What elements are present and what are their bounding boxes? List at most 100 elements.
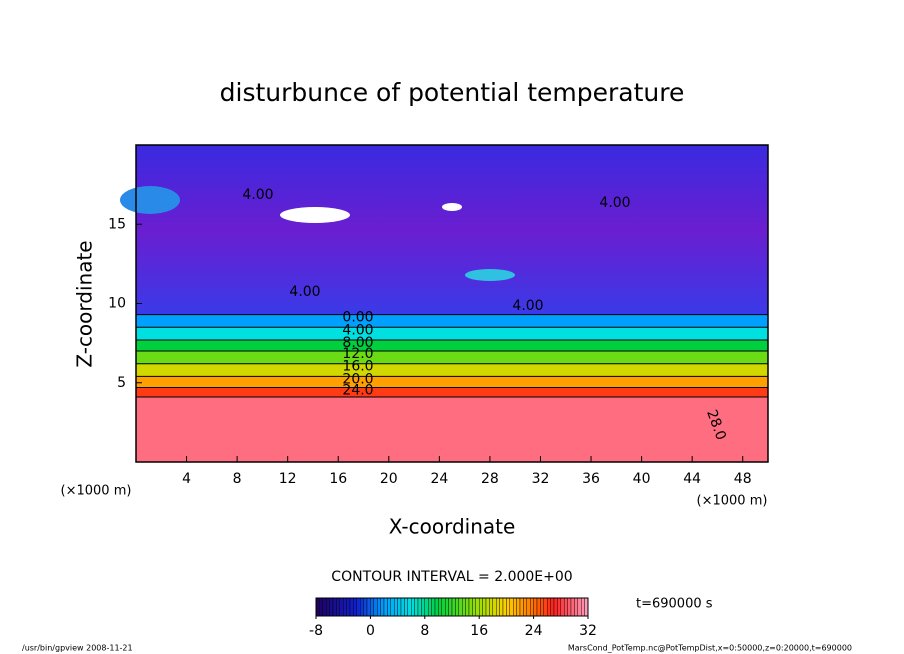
colorbar-cell — [540, 597, 545, 617]
contour-label: 12.0 — [342, 346, 373, 362]
colorbar-cell — [475, 597, 480, 617]
colorbar-cell — [370, 597, 374, 617]
colorbar-cell — [380, 597, 385, 617]
x-unit: (×1000 m) — [697, 494, 768, 509]
colorbar-cell — [349, 597, 354, 617]
colorbar-cell — [343, 597, 347, 617]
colorbar-cell — [421, 597, 425, 617]
colorbar-cell — [441, 597, 446, 617]
contour-label: 8.00 — [342, 335, 373, 351]
x-tick-label: 40 — [633, 471, 651, 487]
colorbar-cell — [404, 597, 408, 617]
contour-label: 16.0 — [342, 359, 373, 375]
contour-label: 4.00 — [599, 195, 630, 211]
colorbar-cell — [339, 597, 344, 617]
colorbar-cell — [550, 597, 555, 617]
footer-left: /usr/bin/gpview 2008-11-21 — [22, 644, 133, 653]
colorbar-cell — [567, 597, 572, 617]
colorbar-cell — [353, 597, 357, 617]
colorbar-cell — [332, 597, 337, 617]
colorbar-cell — [455, 597, 459, 617]
colorbar-cell — [363, 597, 368, 617]
footer-right: MarsCond_PotTemp.nc@PotTempDist,x=0:5000… — [568, 644, 852, 653]
contour-band — [136, 351, 768, 364]
colorbar-cell — [346, 597, 351, 617]
field-blob — [442, 203, 462, 211]
contour-band — [136, 339, 768, 352]
colorbar-cell — [451, 597, 456, 617]
colorbar-cell — [383, 597, 388, 617]
colorbar-cell — [468, 597, 473, 617]
colorbar-tick-label: 0 — [366, 623, 375, 639]
colorbar-cell — [499, 597, 504, 617]
colorbar-cell — [356, 597, 361, 617]
colorbar-cell — [502, 597, 507, 617]
x-tick-label: 48 — [734, 471, 752, 487]
contour-band — [136, 363, 768, 377]
colorbar-cell — [390, 597, 395, 617]
contour-band — [136, 376, 768, 388]
colorbar-cell — [472, 597, 476, 617]
colorbar-cell — [581, 597, 585, 617]
colorbar-cell — [523, 597, 528, 617]
colorbar-cell — [407, 597, 412, 617]
y-unit: (×1000 m) — [61, 484, 132, 499]
y-tick-label: 10 — [108, 296, 126, 312]
colorbar-cell — [536, 597, 541, 617]
contour-label: 4.00 — [242, 187, 273, 203]
contour-label: 4.00 — [342, 322, 373, 338]
colorbar-cell — [445, 597, 449, 617]
x-tick-label: 32 — [532, 471, 550, 487]
colorbar-cell — [377, 597, 381, 617]
colorbar-cell — [564, 597, 568, 617]
colorbar-cell — [373, 597, 378, 617]
colorbar-cell — [448, 597, 453, 617]
colorbar-cell — [485, 597, 490, 617]
colorbar-cell — [489, 597, 493, 617]
colorbar-cell — [424, 597, 429, 617]
contour-band — [136, 314, 768, 328]
x-tick-label: 24 — [430, 471, 448, 487]
colorbar-cell — [543, 597, 548, 617]
colorbar-cell — [553, 597, 558, 617]
x-tick-label: 12 — [279, 471, 297, 487]
x-tick-label: 28 — [481, 471, 499, 487]
colorbar-cell — [496, 597, 500, 617]
colorbar-tick-label: 24 — [525, 623, 543, 639]
colorbar-cell — [530, 597, 534, 617]
colorbar-cell — [506, 597, 510, 617]
colorbar-cell — [411, 597, 415, 617]
colorbar-cell — [329, 597, 334, 617]
colorbar-cell — [400, 597, 405, 617]
x-tick-label: 16 — [329, 471, 347, 487]
colorbar-cell — [315, 597, 320, 617]
contour-label: 4.00 — [512, 298, 543, 314]
colorbar-cell — [509, 597, 514, 617]
colorbar-cell — [319, 597, 323, 617]
colorbar-cell — [516, 597, 521, 617]
colorbar-cell — [574, 597, 579, 617]
y-axis-label: Z-coordinate — [73, 240, 97, 367]
colorbar-tick-label: 8 — [420, 623, 429, 639]
colorbar-tick-label: 32 — [579, 623, 597, 639]
colorbar-cell — [560, 597, 565, 617]
contour-band — [136, 327, 768, 340]
colorbar-cell — [570, 597, 575, 617]
colorbar-cell — [479, 597, 483, 617]
field-blob — [465, 269, 515, 281]
x-tick-label: 20 — [380, 471, 398, 487]
x-tick-label: 4 — [182, 471, 191, 487]
colorbar-cell — [465, 597, 470, 617]
colorbar-cell — [326, 597, 330, 617]
colorbar-cell — [482, 597, 487, 617]
colorbar-cell — [519, 597, 524, 617]
colorbar-cell — [360, 597, 364, 617]
x-tick-label: 44 — [683, 471, 701, 487]
x-axis-label: X-coordinate — [389, 515, 516, 539]
colorbar-cell — [458, 597, 463, 617]
chart-title: disturbunce of potential temperature — [220, 78, 685, 107]
contour-band — [136, 387, 768, 398]
colorbar-cell — [557, 597, 562, 617]
